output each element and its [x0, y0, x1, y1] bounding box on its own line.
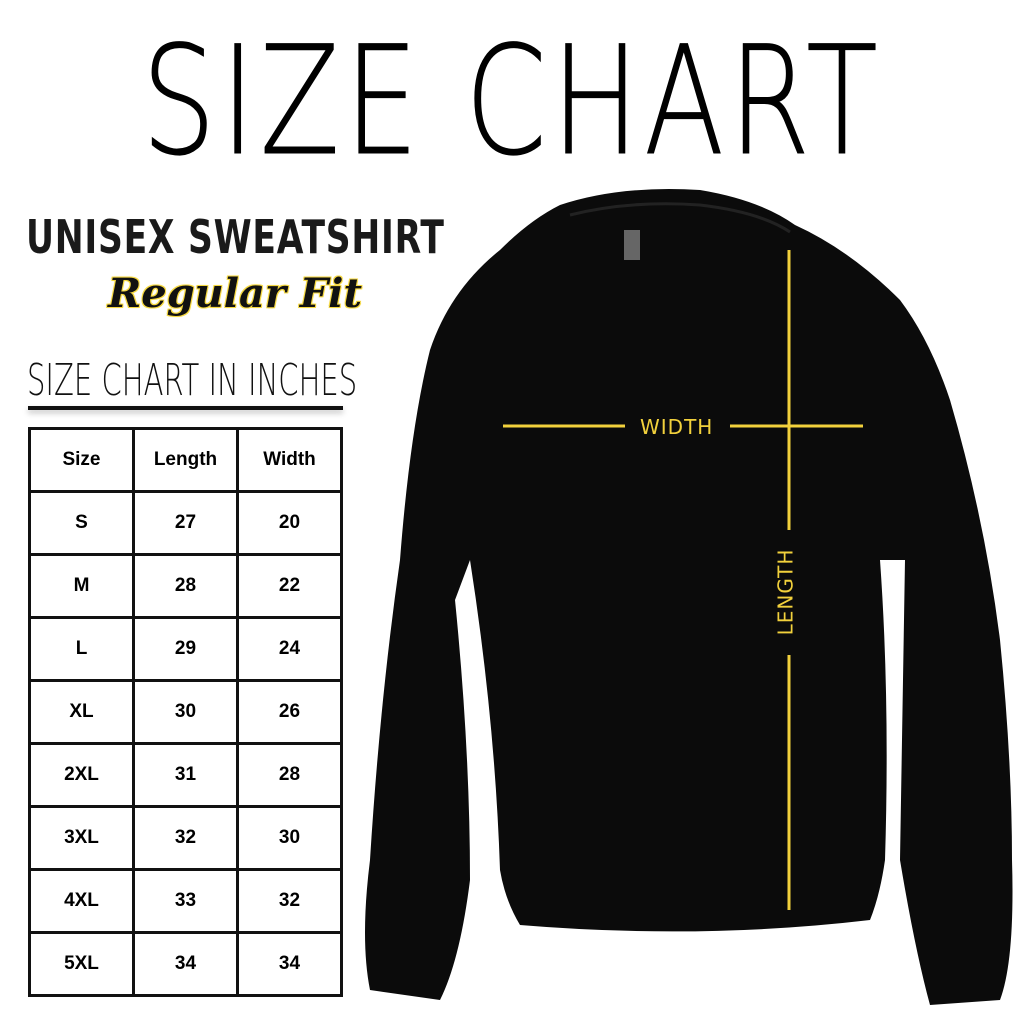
table-row: 3XL 32 30: [28, 805, 343, 871]
table-row: S 27 20: [28, 490, 343, 556]
cell-width: 28: [236, 742, 343, 808]
header-length: Length: [132, 427, 239, 493]
size-table: Size Length Width S 27 20 M 28 22 L 29 24 XL 30…: [28, 427, 343, 997]
cell-length: 34: [132, 931, 239, 997]
cell-size: M: [28, 553, 135, 619]
cell-width: 32: [236, 868, 343, 934]
collar: [569, 202, 791, 234]
size-chart-subtitle: SIZE CHART IN INCHES: [27, 355, 358, 406]
cell-length: 32: [132, 805, 239, 871]
cell-width: 20: [236, 490, 343, 556]
table-row: 2XL 31 28: [28, 742, 343, 808]
cell-length: 28: [132, 553, 239, 619]
sweatshirt-body: [365, 189, 1013, 1005]
cell-length: 29: [132, 616, 239, 682]
cell-size: XL: [28, 679, 135, 745]
cell-size: S: [28, 490, 135, 556]
header-width: Width: [236, 427, 343, 493]
cell-length: 27: [132, 490, 239, 556]
cell-size: 5XL: [28, 931, 135, 997]
cell-width: 24: [236, 616, 343, 682]
header-size: Size: [28, 427, 135, 493]
length-label: LENGTH: [773, 548, 798, 636]
table-row: XL 30 26: [28, 679, 343, 745]
width-label: WIDTH: [640, 415, 714, 439]
cell-width: 26: [236, 679, 343, 745]
product-name: UNISEX SWEATSHIRT: [26, 210, 445, 264]
cell-width: 30: [236, 805, 343, 871]
page-title: SIZE CHART: [141, 15, 883, 190]
cell-size: 4XL: [28, 868, 135, 934]
neck-label: [624, 230, 640, 260]
fit-label: Regular Fit: [108, 270, 362, 317]
table-row: L 29 24: [28, 616, 343, 682]
cell-size: 2XL: [28, 742, 135, 808]
table-row: M 28 22: [28, 553, 343, 619]
cell-width: 22: [236, 553, 343, 619]
table-row: 4XL 33 32: [28, 868, 343, 934]
table-header-row: Size Length Width: [28, 427, 343, 493]
cell-size: 3XL: [28, 805, 135, 871]
cell-length: 30: [132, 679, 239, 745]
cell-length: 33: [132, 868, 239, 934]
cell-size: L: [28, 616, 135, 682]
table-row: 5XL 34 34: [28, 931, 343, 997]
cell-width: 34: [236, 931, 343, 997]
subtitle-underline: [28, 406, 343, 410]
cell-length: 31: [132, 742, 239, 808]
